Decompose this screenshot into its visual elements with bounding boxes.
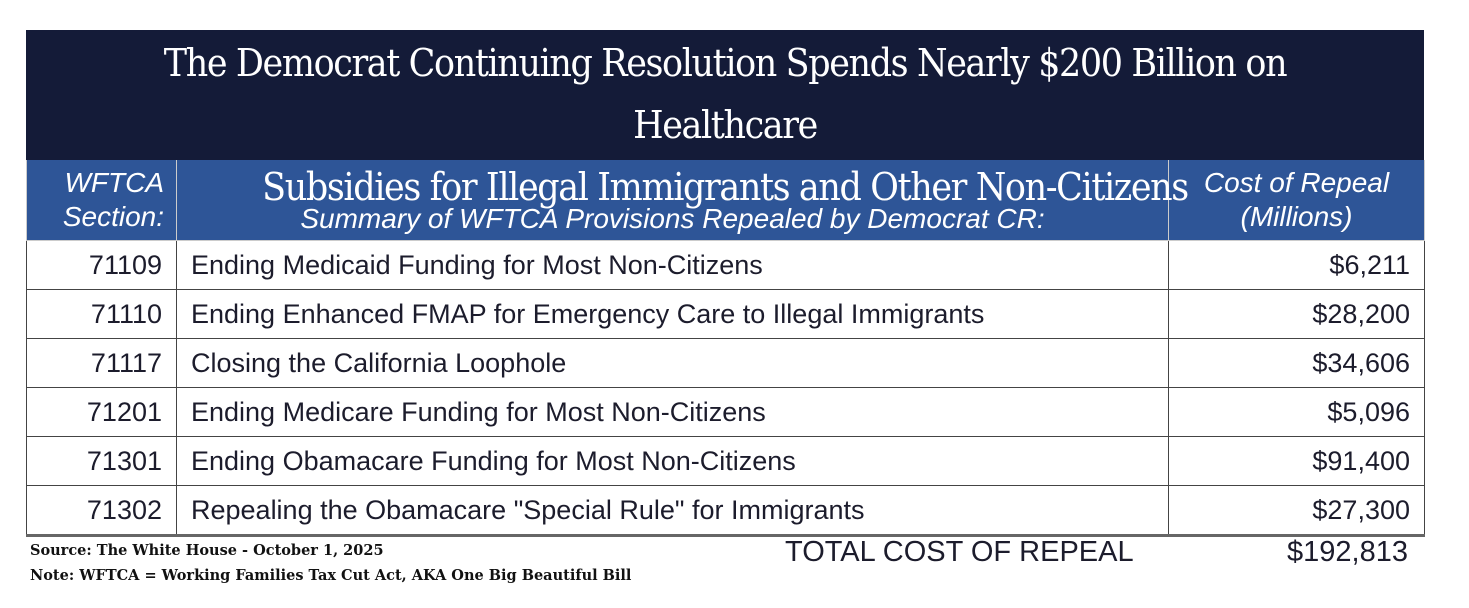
table-row: 71110 Ending Enhanced FMAP for Emergency …	[26, 289, 1425, 339]
summary-cell: Closing the California Loophole	[176, 338, 1169, 388]
table-row: 71109 Ending Medicaid Funding for Most No…	[26, 240, 1425, 290]
title-banner: The Democrat Continuing Resolution Spend…	[26, 30, 1424, 209]
provisions-table: WFTCA Section: Summary of WFTCA Provisio…	[26, 160, 1425, 537]
cost-cell: $34,606	[1168, 338, 1425, 388]
cost-cell: $27,300	[1168, 485, 1425, 537]
table-row: 71117 Closing the California Loophole $34,…	[26, 338, 1425, 388]
section-cell: 71109	[26, 240, 177, 290]
table-row: 71302 Repealing the Obamacare "Special Ru…	[26, 485, 1425, 537]
section-cell: 71117	[26, 338, 177, 388]
section-cell: 71110	[26, 289, 177, 339]
source-note: Source: The White House - October 1, 202…	[30, 542, 384, 559]
cost-cell: $28,200	[1168, 289, 1425, 339]
section-cell: 71201	[26, 387, 177, 437]
definition-note: Note: WFTCA = Working Families Tax Cut A…	[30, 567, 632, 584]
header-section: WFTCA Section:	[26, 160, 177, 241]
title-line-1: The Democrat Continuing Resolution Spend…	[163, 41, 1288, 147]
cost-cell: $6,211	[1168, 240, 1425, 290]
infographic-table: The Democrat Continuing Resolution Spend…	[26, 30, 1425, 537]
summary-cell: Ending Enhanced FMAP for Emergency Care …	[176, 289, 1169, 339]
table-row: 71201 Ending Medicare Funding for Most No…	[26, 387, 1425, 437]
section-cell: 71301	[26, 436, 177, 486]
section-cell: 71302	[26, 485, 177, 537]
summary-cell: Ending Medicare Funding for Most Non-Cit…	[176, 387, 1169, 437]
total-value: $192,813	[1287, 536, 1408, 568]
header-summary: Summary of WFTCA Provisions Repealed by …	[176, 160, 1169, 241]
summary-cell: Ending Medicaid Funding for Most Non-Cit…	[176, 240, 1169, 290]
table-row: 71301 Ending Obamacare Funding for Most N…	[26, 436, 1425, 486]
cost-cell: $91,400	[1168, 436, 1425, 486]
cost-cell: $5,096	[1168, 387, 1425, 437]
summary-cell: Repealing the Obamacare "Special Rule" f…	[176, 485, 1169, 537]
title-line-2: Subsidies for Illegal Immigrants and Oth…	[262, 165, 1189, 209]
total-label: TOTAL COST OF REPEAL	[785, 536, 1134, 568]
header-row: WFTCA Section: Summary of WFTCA Provisio…	[26, 160, 1425, 241]
header-cost: Cost of Repeal (Millions)	[1168, 160, 1425, 241]
summary-cell: Ending Obamacare Funding for Most Non-Ci…	[176, 436, 1169, 486]
